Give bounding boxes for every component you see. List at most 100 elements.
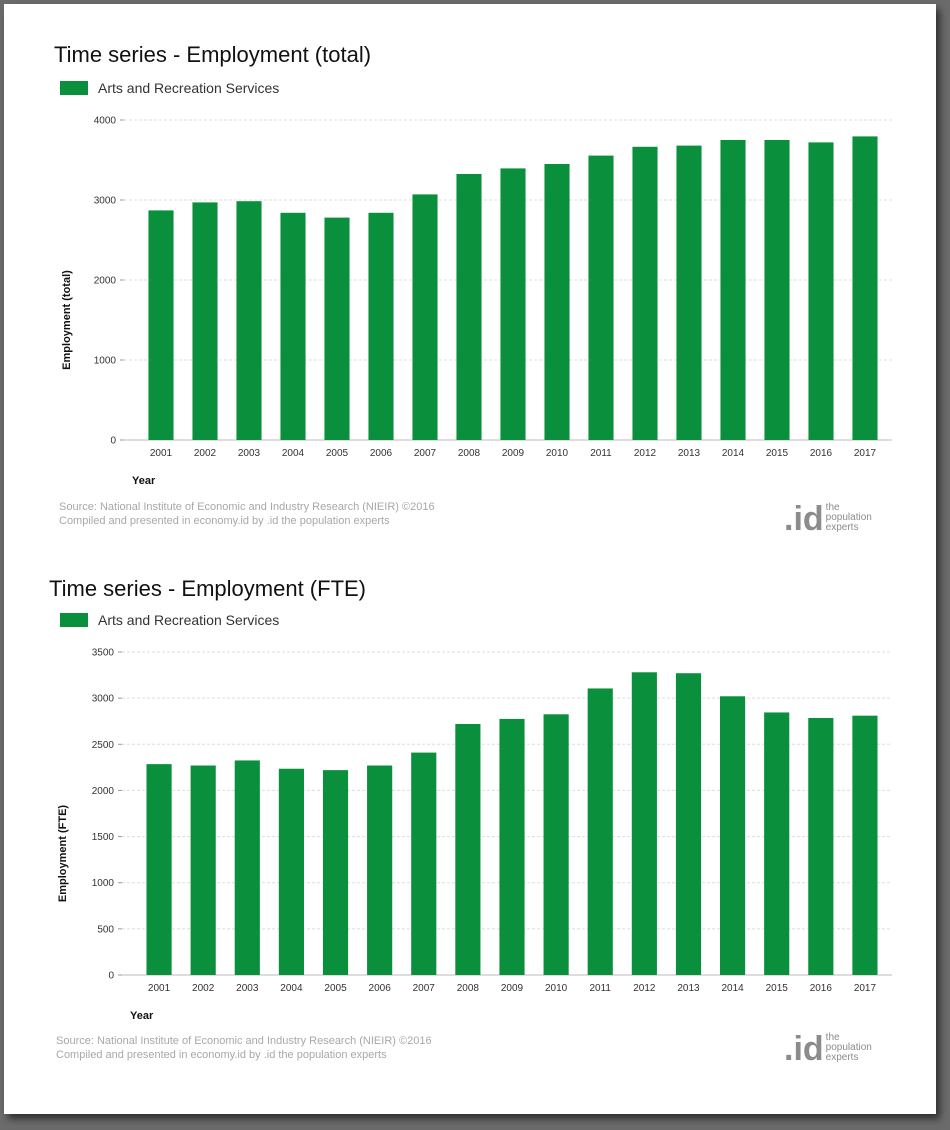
- x-tick-label: 2010: [546, 448, 569, 459]
- y-tick-label: 500: [97, 924, 114, 935]
- x-tick-label: 2009: [501, 983, 524, 994]
- x-tick-label: 2004: [282, 448, 305, 459]
- bar-2007: [412, 194, 438, 440]
- x-tick-label: 2011: [590, 448, 612, 459]
- legend-label: Arts and Recreation Services: [98, 612, 280, 628]
- y-tick-label: 3000: [92, 694, 115, 705]
- y-tick-label: 2000: [92, 786, 115, 797]
- x-tick-label: 2009: [502, 448, 525, 459]
- y-tick-label: 3500: [92, 648, 115, 659]
- bar-2003: [236, 201, 262, 440]
- source-note: Source: National Institute of Economic a…: [56, 1034, 432, 1062]
- y-tick-label: 3000: [94, 196, 117, 207]
- bar-2016: [808, 142, 834, 440]
- bar-2010: [544, 164, 570, 440]
- x-tick-label: 2001: [150, 448, 173, 459]
- chart-title: Time series - Employment (total): [54, 42, 372, 67]
- y-tick-label: 1000: [92, 878, 115, 889]
- x-tick-label: 2017: [854, 983, 877, 994]
- bar-2015: [764, 712, 790, 975]
- x-tick-label: 2005: [326, 448, 349, 459]
- x-axis-title: Year: [130, 1010, 154, 1022]
- chart-panel-fte: Time series - Employment (FTE) Arts and …: [4, 564, 936, 1114]
- x-tick-label: 2014: [721, 983, 744, 994]
- bar-2001: [146, 764, 172, 975]
- x-tick-label: 2014: [722, 448, 745, 459]
- bar-2011: [588, 155, 614, 440]
- bar-2012: [631, 672, 657, 975]
- x-tick-label: 2007: [414, 448, 437, 459]
- y-tick-label: 2000: [94, 276, 117, 287]
- y-tick-label: 1000: [94, 356, 117, 367]
- logo-tagline: the population experts: [826, 1033, 872, 1063]
- logo-line: experts: [825, 522, 859, 533]
- logo-mark: .id: [784, 500, 824, 538]
- x-tick-label: 2017: [854, 448, 877, 459]
- bar-2004: [280, 212, 306, 440]
- x-axis-title: Year: [132, 475, 156, 484]
- x-tick-label: 2013: [678, 448, 701, 459]
- x-tick-label: 2008: [458, 448, 481, 459]
- logo-line: experts: [825, 1052, 859, 1063]
- chart-title: Time series - Employment (FTE): [49, 576, 367, 601]
- bar-2001: [148, 210, 174, 440]
- y-tick-label: 2500: [92, 740, 115, 751]
- bar-2013: [675, 673, 702, 975]
- y-tick-label: 4000: [94, 116, 117, 127]
- chart-legend[interactable]: Arts and Recreation Services: [60, 80, 279, 96]
- id-logo[interactable]: .id the population experts: [784, 1032, 872, 1066]
- chart-legend[interactable]: Arts and Recreation Services: [60, 612, 279, 628]
- x-tick-label: 2006: [369, 983, 392, 994]
- source-note: Source: National Institute of Economic a…: [59, 500, 435, 528]
- bar-2015: [764, 140, 790, 440]
- x-tick-label: 2001: [148, 983, 171, 994]
- y-axis-title: Employment (total): [61, 270, 73, 370]
- x-tick-label: 2010: [545, 983, 568, 994]
- logo-line: the: [825, 1032, 840, 1043]
- id-logo[interactable]: .id the population experts: [784, 502, 872, 536]
- source-line: Source: National Institute of Economic a…: [56, 1035, 432, 1047]
- bar-2009: [500, 168, 526, 440]
- bar-2002: [190, 765, 216, 975]
- bar-2006: [368, 212, 394, 440]
- bar-2008: [455, 723, 481, 975]
- logo-line: population: [825, 512, 872, 523]
- logo-mark: .id: [784, 1030, 824, 1068]
- x-tick-label: 2002: [194, 448, 217, 459]
- y-axis-title: Employment (FTE): [57, 805, 69, 903]
- x-tick-label: 2007: [413, 983, 436, 994]
- x-tick-label: 2013: [677, 983, 700, 994]
- bar-2009: [499, 718, 525, 975]
- bar-2005: [324, 217, 350, 440]
- bar-2004: [278, 768, 304, 975]
- bar-2014: [720, 696, 746, 975]
- source-line: Source: National Institute of Economic a…: [59, 501, 435, 513]
- bar-2008: [456, 174, 482, 440]
- logo-line: the: [825, 502, 840, 513]
- bar-2011: [587, 688, 613, 975]
- bar-2007: [411, 752, 437, 975]
- x-tick-label: 2015: [766, 448, 789, 459]
- x-tick-label: 2012: [634, 448, 657, 459]
- logo-tagline: the population experts: [826, 503, 872, 533]
- y-tick-label: 0: [110, 436, 116, 447]
- bar-chart-total: 0 1000 2000 3000 4000 2001 2002 2003 2004 2005 200…: [61, 116, 892, 484]
- x-tick-label: 2012: [633, 983, 656, 994]
- bar-2010: [543, 714, 569, 975]
- bar-2005: [322, 770, 349, 975]
- chart-panel-total: Time series - Employment (total) Arts an…: [4, 4, 936, 564]
- x-tick-label: 2002: [192, 983, 215, 994]
- x-tick-label: 2004: [280, 983, 303, 994]
- x-tick-label: 2003: [238, 448, 261, 459]
- logo-line: population: [825, 1042, 872, 1053]
- source-line: Compiled and presented in economy.id by …: [56, 1049, 387, 1061]
- x-tick-label: 2011: [589, 983, 611, 994]
- x-tick-label: 2008: [457, 983, 480, 994]
- x-tick-label: 2006: [370, 448, 393, 459]
- x-tick-label: 2016: [810, 448, 833, 459]
- x-tick-label: 2003: [236, 983, 259, 994]
- y-tick-label: 0: [108, 971, 114, 982]
- x-tick-label: 2005: [324, 983, 347, 994]
- bar-2012: [632, 146, 658, 441]
- bar-2017: [852, 715, 878, 975]
